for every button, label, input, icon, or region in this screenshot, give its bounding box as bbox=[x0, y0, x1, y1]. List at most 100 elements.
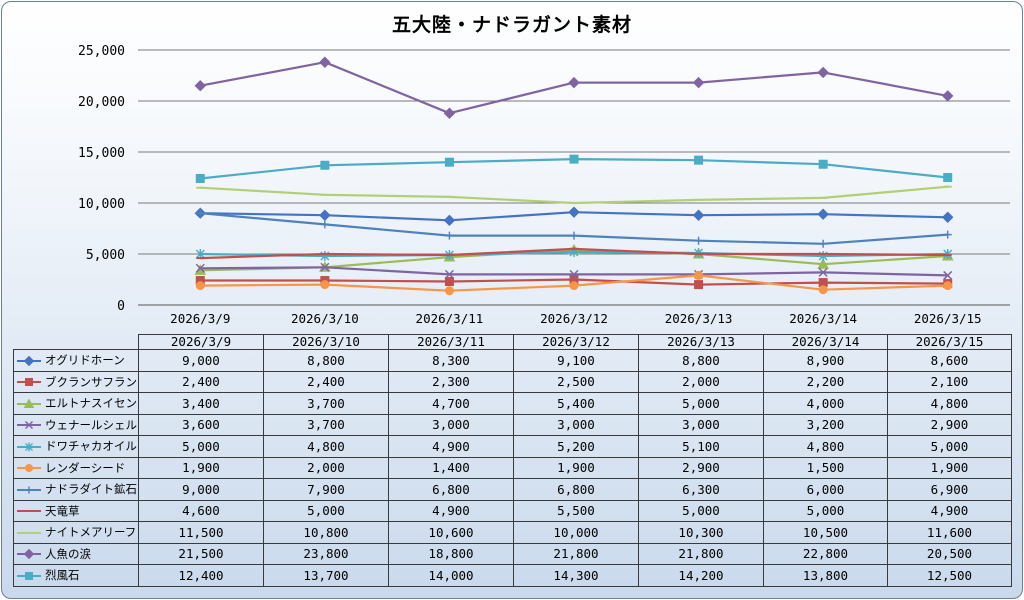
table-cell: 4,800 bbox=[263, 435, 389, 458]
table-cell: 13,800 bbox=[763, 564, 888, 587]
data-point bbox=[195, 174, 205, 184]
table-cell: 4,000 bbox=[763, 392, 888, 415]
series-10 bbox=[194, 56, 954, 119]
table-cell: 10,600 bbox=[388, 521, 514, 544]
table-cell: 5,000 bbox=[887, 435, 1012, 458]
legend-label: オグリドホーン bbox=[45, 353, 125, 368]
data-point bbox=[818, 267, 828, 277]
data-table: 2026/3/9 2026/3/10 2026/3/11 2026/3/12 2026/… bbox=[13, 334, 1012, 587]
legend-entry: オグリドホーン bbox=[13, 349, 139, 372]
table-cell: 4,800 bbox=[887, 392, 1012, 415]
data-point bbox=[569, 154, 579, 164]
table-cell: 6,800 bbox=[513, 478, 639, 501]
legend-entry: エルトナスイセン bbox=[13, 392, 139, 415]
table-column-header: 2026/3/11 bbox=[388, 334, 514, 350]
table-row: ナドラダイト鉱石 9,000 7,900 6,800 6,800 6,300 6,000 6,… bbox=[13, 478, 1012, 501]
legend-entry: 天竜草 bbox=[13, 499, 139, 522]
series-1 bbox=[194, 206, 954, 227]
data-point bbox=[692, 209, 705, 221]
table-cell: 9,100 bbox=[513, 349, 639, 372]
table-cell: 2,200 bbox=[763, 370, 888, 393]
table-cell: 1,900 bbox=[138, 456, 264, 479]
chart-title: 五大陸・ナドラガント素材 bbox=[391, 14, 632, 36]
legend-label: 人魚の涙 bbox=[45, 546, 91, 561]
legend-label: ブクランサフラン bbox=[45, 374, 137, 389]
table-cell: 14,000 bbox=[388, 564, 514, 587]
table-cell: 2,900 bbox=[887, 413, 1012, 436]
table-cell: 2,000 bbox=[263, 456, 389, 479]
table-row: ナイトメアリーフ 11,500 10,800 10,600 10,000 10,300 10… bbox=[13, 521, 1012, 544]
data-point bbox=[196, 209, 205, 218]
table-row: ブクランサフラン 2,400 2,400 2,300 2,500 2,000 2,200 2,… bbox=[13, 370, 1012, 393]
data-point bbox=[195, 263, 205, 273]
y-tick-label: 10,000 bbox=[78, 197, 125, 212]
table-column-header: 2026/3/14 bbox=[763, 334, 888, 350]
legend-key bbox=[17, 531, 41, 534]
table-cell: 5,000 bbox=[638, 499, 764, 522]
table-cell: 1,400 bbox=[388, 456, 514, 479]
table-cell: 4,600 bbox=[138, 499, 264, 522]
table-cell: 3,000 bbox=[513, 413, 639, 436]
table-cell: 1,900 bbox=[887, 456, 1012, 479]
y-tick-label: 15,000 bbox=[78, 146, 125, 161]
table-cell: 6,800 bbox=[388, 478, 514, 501]
table-row: レンダーシード 1,900 2,000 1,400 1,900 2,900 1,500 1,9… bbox=[13, 456, 1012, 479]
table-column-header: 2026/3/12 bbox=[513, 334, 639, 350]
x-tick-label: 2026/3/11 bbox=[416, 311, 484, 326]
table-cell: 3,000 bbox=[638, 413, 764, 436]
data-point bbox=[320, 220, 329, 229]
table-cell: 10,500 bbox=[763, 521, 888, 544]
x-tick-label: 2026/3/15 bbox=[914, 311, 982, 326]
data-point bbox=[694, 236, 703, 245]
table-cell: 2,000 bbox=[638, 370, 764, 393]
data-point bbox=[694, 155, 704, 165]
data-point bbox=[569, 269, 579, 279]
legend-entry: レンダーシード bbox=[13, 456, 139, 479]
data-point bbox=[817, 258, 829, 269]
table-row: 天竜草 4,600 5,000 4,900 5,500 5,000 5,000 4,900 bbox=[13, 499, 1012, 522]
table-cell: 3,600 bbox=[138, 413, 264, 436]
legend-key bbox=[17, 510, 41, 513]
data-point bbox=[443, 214, 456, 227]
legend-key bbox=[17, 486, 41, 494]
table-body: オグリドホーン 9,000 8,800 8,300 9,100 8,800 8,900 8,6… bbox=[13, 349, 1012, 587]
table-cell: 21,800 bbox=[638, 542, 764, 565]
table-cell: 1,500 bbox=[763, 456, 888, 479]
data-point bbox=[319, 56, 331, 68]
data-point bbox=[320, 280, 330, 290]
y-tick-label: 5,000 bbox=[86, 248, 125, 263]
table-row: ドワチャカオイル 5,000 4,800 4,900 5,200 5,100 4,800 5,… bbox=[13, 435, 1012, 458]
table-row: 人魚の涙 21,500 23,800 18,800 21,800 21,800 22,800… bbox=[13, 542, 1012, 565]
data-point bbox=[942, 211, 954, 223]
table-row: ウェナールシェル 3,600 3,700 3,000 3,000 3,000 3,200 2,… bbox=[13, 413, 1012, 436]
legend-entry: 烈風石 bbox=[13, 564, 139, 587]
table-cell: 13,700 bbox=[263, 564, 389, 587]
table-row: オグリドホーン 9,000 8,800 8,300 9,100 8,800 8,900 8,6… bbox=[13, 349, 1012, 372]
legend-entry: 人魚の涙 bbox=[13, 542, 139, 565]
table-cell: 3,700 bbox=[263, 413, 389, 436]
table-cell: 9,000 bbox=[138, 478, 264, 501]
series-6 bbox=[195, 270, 953, 296]
table-cell: 23,800 bbox=[263, 542, 389, 565]
legend-key bbox=[17, 378, 41, 387]
legend-key bbox=[17, 442, 41, 452]
table-cell: 5,200 bbox=[513, 435, 639, 458]
y-tick-label: 25,000 bbox=[78, 44, 125, 59]
legend-label: エルトナスイセン bbox=[45, 396, 137, 411]
legend-key bbox=[17, 549, 41, 560]
table-cell: 2,900 bbox=[638, 456, 764, 479]
table-cell: 7,900 bbox=[263, 478, 389, 501]
y-tick-label: 20,000 bbox=[78, 95, 125, 110]
series-5 bbox=[195, 246, 953, 262]
data-point bbox=[320, 160, 330, 170]
table-cell: 8,600 bbox=[887, 349, 1012, 372]
table-cell: 22,800 bbox=[763, 542, 888, 565]
table-cell: 8,900 bbox=[763, 349, 888, 372]
data-point bbox=[818, 285, 828, 295]
table-cell: 2,300 bbox=[388, 370, 514, 393]
legend-label: レンダーシード bbox=[45, 460, 126, 475]
data-point bbox=[817, 208, 829, 220]
data-point bbox=[444, 286, 454, 296]
table-cell: 2,400 bbox=[138, 370, 264, 393]
